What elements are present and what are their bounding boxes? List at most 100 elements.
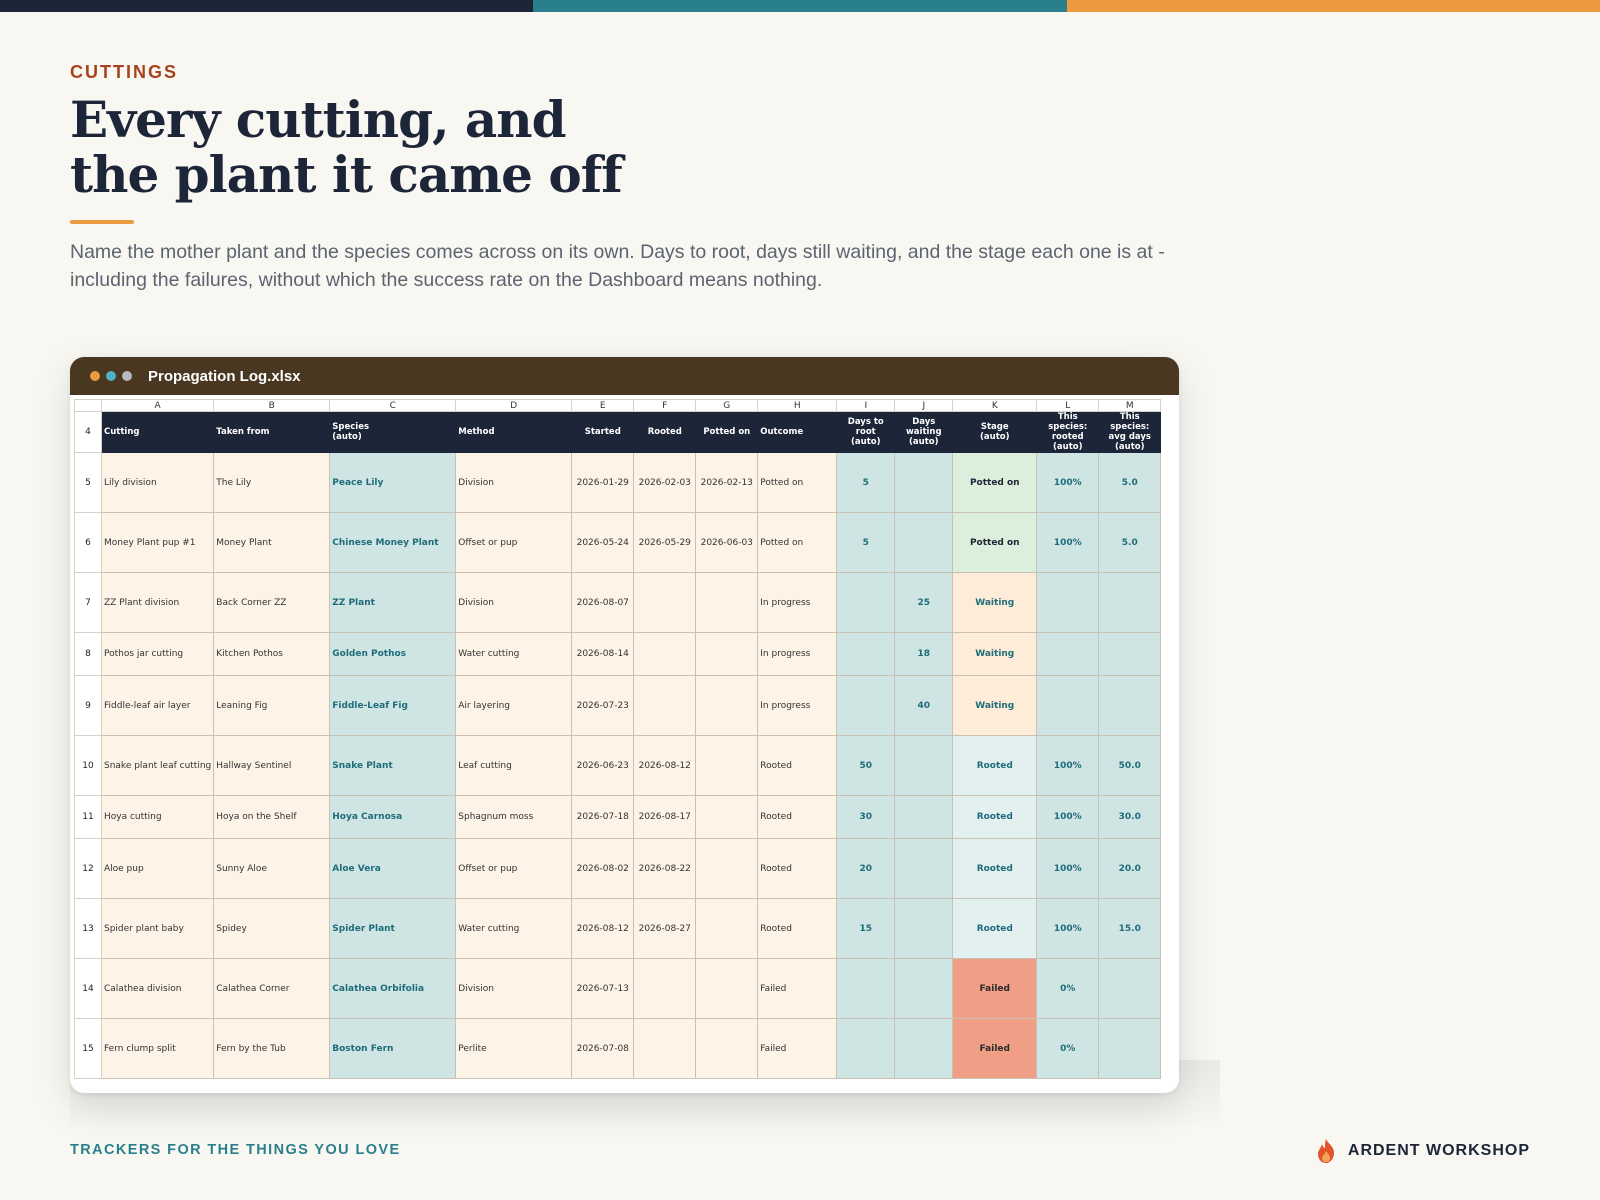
cell-days-to-root[interactable]: 5 <box>836 452 896 513</box>
row-number[interactable]: 9 <box>74 675 102 736</box>
cell-species[interactable]: Fiddle-Leaf Fig <box>329 675 457 736</box>
column-letter-A[interactable]: A <box>100 399 215 412</box>
table-row[interactable]: 9 Fiddle-leaf air layer Leaning Fig Fiddle-… <box>74 675 1162 736</box>
cell-stage[interactable]: Waiting <box>952 675 1038 736</box>
table-row[interactable]: 11 Hoya cutting Hoya on the Shelf Hoya Carn… <box>74 795 1162 839</box>
cell-taken-from[interactable]: Calathea Corner <box>213 958 331 1019</box>
column-header[interactable]: Potted on <box>695 411 759 453</box>
cell-days-waiting[interactable]: 18 <box>894 632 954 676</box>
cell-outcome[interactable]: Potted on <box>757 512 838 573</box>
cell-species-rooted[interactable]: 100% <box>1036 735 1100 796</box>
cell-method[interactable]: Water cutting <box>455 632 573 676</box>
column-letter-I[interactable]: I <box>836 399 896 412</box>
cell-started[interactable]: 2026-08-12 <box>571 898 635 959</box>
column-letter-D[interactable]: D <box>455 399 573 412</box>
column-letter-B[interactable]: B <box>213 399 331 412</box>
cell-species-avg-days[interactable]: 5.0 <box>1098 452 1162 513</box>
cell-species-rooted[interactable]: 0% <box>1036 1018 1100 1079</box>
cell-potted-on[interactable]: 2026-06-03 <box>695 512 759 573</box>
cell-method[interactable]: Air layering <box>455 675 573 736</box>
cell-outcome[interactable]: Failed <box>757 958 838 1019</box>
cell-outcome[interactable]: Failed <box>757 1018 838 1079</box>
row-number[interactable]: 11 <box>74 795 102 839</box>
cell-method[interactable]: Perlite <box>455 1018 573 1079</box>
column-letter-M[interactable]: M <box>1098 399 1162 412</box>
column-header[interactable]: Outcome <box>757 411 838 453</box>
propagation-table[interactable]: A B C D E F G H I J K L M 4 Cutting Taken from Species (… <box>74 399 1162 1079</box>
spreadsheet-grid[interactable]: A B C D E F G H I J K L M 4 Cutting Taken from Species (… <box>74 399 1162 1079</box>
cell-species-avg-days[interactable] <box>1098 632 1162 676</box>
cell-days-to-root[interactable] <box>836 572 896 633</box>
cell-days-to-root[interactable] <box>836 632 896 676</box>
cell-species-avg-days[interactable] <box>1098 572 1162 633</box>
column-letter-H[interactable]: H <box>757 399 838 412</box>
row-number[interactable]: 14 <box>74 958 102 1019</box>
cell-cutting[interactable]: ZZ Plant division <box>100 572 215 633</box>
cell-species-rooted[interactable]: 100% <box>1036 795 1100 839</box>
cell-started[interactable]: 2026-08-14 <box>571 632 635 676</box>
cell-started[interactable]: 2026-08-07 <box>571 572 635 633</box>
cell-outcome[interactable]: In progress <box>757 572 838 633</box>
column-header[interactable]: Cutting <box>100 411 215 453</box>
cell-method[interactable]: Sphagnum moss <box>455 795 573 839</box>
cell-potted-on[interactable] <box>695 898 759 959</box>
cell-outcome[interactable]: Rooted <box>757 795 838 839</box>
cell-stage[interactable]: Rooted <box>952 735 1038 796</box>
cell-potted-on[interactable] <box>695 675 759 736</box>
cell-days-to-root[interactable]: 50 <box>836 735 896 796</box>
cell-days-waiting[interactable] <box>894 1018 954 1079</box>
cell-days-waiting[interactable] <box>894 795 954 839</box>
cell-days-waiting[interactable] <box>894 512 954 573</box>
cell-outcome[interactable]: Rooted <box>757 735 838 796</box>
column-letter-G[interactable]: G <box>695 399 759 412</box>
cell-started[interactable]: 2026-07-18 <box>571 795 635 839</box>
table-row[interactable]: 6 Money Plant pup #1 Money Plant Chinese Mo… <box>74 512 1162 573</box>
cell-species[interactable]: Aloe Vera <box>329 838 457 899</box>
window-titlebar[interactable]: Propagation Log.xlsx <box>70 357 1179 395</box>
cell-cutting[interactable]: Snake plant leaf cutting <box>100 735 215 796</box>
cell-days-waiting[interactable] <box>894 452 954 513</box>
cell-taken-from[interactable]: Sunny Aloe <box>213 838 331 899</box>
cell-method[interactable]: Offset or pup <box>455 838 573 899</box>
cell-days-waiting[interactable]: 25 <box>894 572 954 633</box>
column-header[interactable]: Started <box>571 411 635 453</box>
row-number[interactable]: 8 <box>74 632 102 676</box>
cell-outcome[interactable]: In progress <box>757 632 838 676</box>
cell-species[interactable]: Snake Plant <box>329 735 457 796</box>
cell-species-avg-days[interactable] <box>1098 1018 1162 1079</box>
cell-stage[interactable]: Potted on <box>952 452 1038 513</box>
cell-taken-from[interactable]: Kitchen Pothos <box>213 632 331 676</box>
cell-started[interactable]: 2026-08-02 <box>571 838 635 899</box>
row-number[interactable]: 13 <box>74 898 102 959</box>
cell-method[interactable]: Division <box>455 452 573 513</box>
cell-days-to-root[interactable] <box>836 675 896 736</box>
cell-species-rooted[interactable]: 100% <box>1036 838 1100 899</box>
cell-species[interactable]: ZZ Plant <box>329 572 457 633</box>
row-number[interactable]: 10 <box>74 735 102 796</box>
cell-species[interactable]: Golden Pothos <box>329 632 457 676</box>
cell-potted-on[interactable] <box>695 795 759 839</box>
cell-rooted[interactable]: 2026-08-22 <box>633 838 697 899</box>
table-row[interactable]: 10 Snake plant leaf cutting Hallway Sentin… <box>74 735 1162 796</box>
cell-taken-from[interactable]: Hallway Sentinel <box>213 735 331 796</box>
cell-potted-on[interactable] <box>695 958 759 1019</box>
cell-cutting[interactable]: Hoya cutting <box>100 795 215 839</box>
corner-cell[interactable] <box>74 399 102 412</box>
cell-started[interactable]: 2026-07-23 <box>571 675 635 736</box>
cell-days-waiting[interactable] <box>894 735 954 796</box>
cell-taken-from[interactable]: Fern by the Tub <box>213 1018 331 1079</box>
cell-cutting[interactable]: Aloe pup <box>100 838 215 899</box>
cell-species-rooted[interactable]: 100% <box>1036 898 1100 959</box>
cell-species-avg-days[interactable]: 5.0 <box>1098 512 1162 573</box>
cell-stage[interactable]: Rooted <box>952 838 1038 899</box>
cell-stage[interactable]: Potted on <box>952 512 1038 573</box>
table-row[interactable]: 5 Lily division The Lily Peace Lily Division… <box>74 452 1162 513</box>
cell-method[interactable]: Division <box>455 572 573 633</box>
table-row[interactable]: 8 Pothos jar cutting Kitchen Pothos Golden … <box>74 632 1162 676</box>
cell-cutting[interactable]: Spider plant baby <box>100 898 215 959</box>
cell-species[interactable]: Boston Fern <box>329 1018 457 1079</box>
cell-species-avg-days[interactable]: 50.0 <box>1098 735 1162 796</box>
cell-species[interactable]: Peace Lily <box>329 452 457 513</box>
cell-days-to-root[interactable] <box>836 958 896 1019</box>
column-header[interactable]: This species: rooted (auto) <box>1036 411 1100 453</box>
